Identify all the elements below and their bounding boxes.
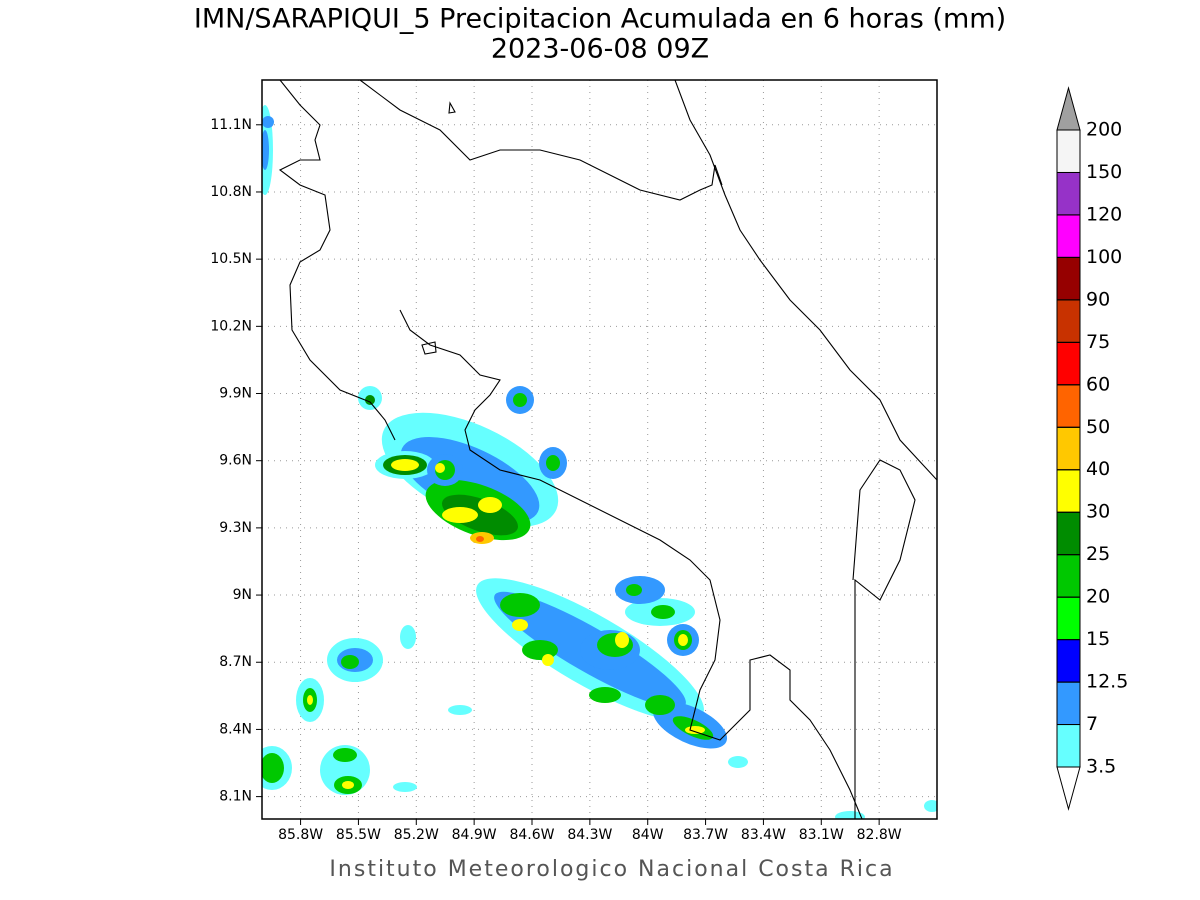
axes: 85.8W 85.5W 85.2W 84.9W 84.6W 84.3W 84W 83.7W 83… [210,117,901,843]
colorbar-box [1056,384,1081,428]
footer: Instituto Meteorologico Nacional Costa R… [329,857,894,882]
colorbar-label: 90 [1086,288,1110,310]
x-tick-label: 85.5W [336,827,381,843]
y-tick-label: 9.3N [219,520,252,536]
colorbar-box [1056,469,1081,513]
x-tick-label: 84.3W [567,827,612,843]
subtitle: 2023-06-08 09Z [491,34,709,65]
colorbar-label: 75 [1086,331,1110,353]
colorbar-label: 30 [1086,501,1110,523]
y-tick-label: 8.7N [219,654,252,670]
y-tick-label: 9.9N [219,386,252,402]
colorbar-label: 100 [1086,246,1122,268]
grid [262,80,937,819]
y-tick-label: 11.1N [210,117,252,133]
colorbar-box [1056,214,1081,258]
colorbar-box [1056,511,1081,556]
colorbar-box [1056,596,1081,641]
x-tick-label: 83.7W [683,827,728,843]
colorbar: 3.5 7 12.5 15 20 25 30 40 50 60 75 90 100 120 150 200 [1056,86,1128,811]
colorbar-under [1056,766,1081,811]
colorbar-label: 7 [1086,713,1098,735]
colorbar-label: 15 [1086,628,1110,650]
precip-field [262,105,937,819]
colorbar-box [1056,341,1081,386]
colorbar-box [1056,724,1081,768]
colorbar-box [1056,554,1081,598]
y-tick-label: 10.8N [210,184,252,200]
colorbar-box [1056,426,1081,471]
x-tick-label: 84.9W [452,827,497,843]
x-tick-label: 85.8W [278,827,323,843]
y-tick-label: 8.1N [219,789,252,805]
colorbar-box [1056,639,1081,683]
colorbar-box [1056,171,1081,216]
colorbar-over [1056,86,1081,131]
colorbar-label: 60 [1086,373,1110,395]
y-tick-label: 9.6N [219,453,252,469]
colorbar-label: 120 [1086,203,1122,225]
colorbar-label: 12.5 [1086,671,1128,693]
colorbar-label: 150 [1086,161,1122,183]
coastlines [278,80,937,819]
colorbar-box [1056,256,1081,301]
y-tick-label: 9N [233,587,252,603]
x-tick-label: 85.2W [394,827,439,843]
colorbar-label: 40 [1086,458,1110,480]
x-tick-label: 83.1W [799,827,844,843]
colorbar-label: 20 [1086,586,1110,608]
title: IMN/SARAPIQUI_5 Precipitacion Acumulada … [194,4,1006,35]
colorbar-box [1056,129,1081,173]
y-tick-label: 8.4N [219,721,252,737]
colorbar-label: 200 [1086,119,1122,141]
colorbar-box [1056,299,1081,343]
x-tick-label: 84.6W [509,827,554,843]
colorbar-label: 3.5 [1086,756,1116,778]
x-tick-label: 82.8W [857,827,902,843]
y-tick-label: 10.5N [210,251,252,267]
x-tick-label: 83.4W [741,827,786,843]
x-tick-label: 84W [632,827,664,843]
colorbar-label: 50 [1086,416,1110,438]
colorbar-label: 25 [1086,543,1110,565]
map-frame [261,79,938,820]
colorbar-box [1056,681,1081,726]
y-tick-label: 10.2N [210,318,252,334]
